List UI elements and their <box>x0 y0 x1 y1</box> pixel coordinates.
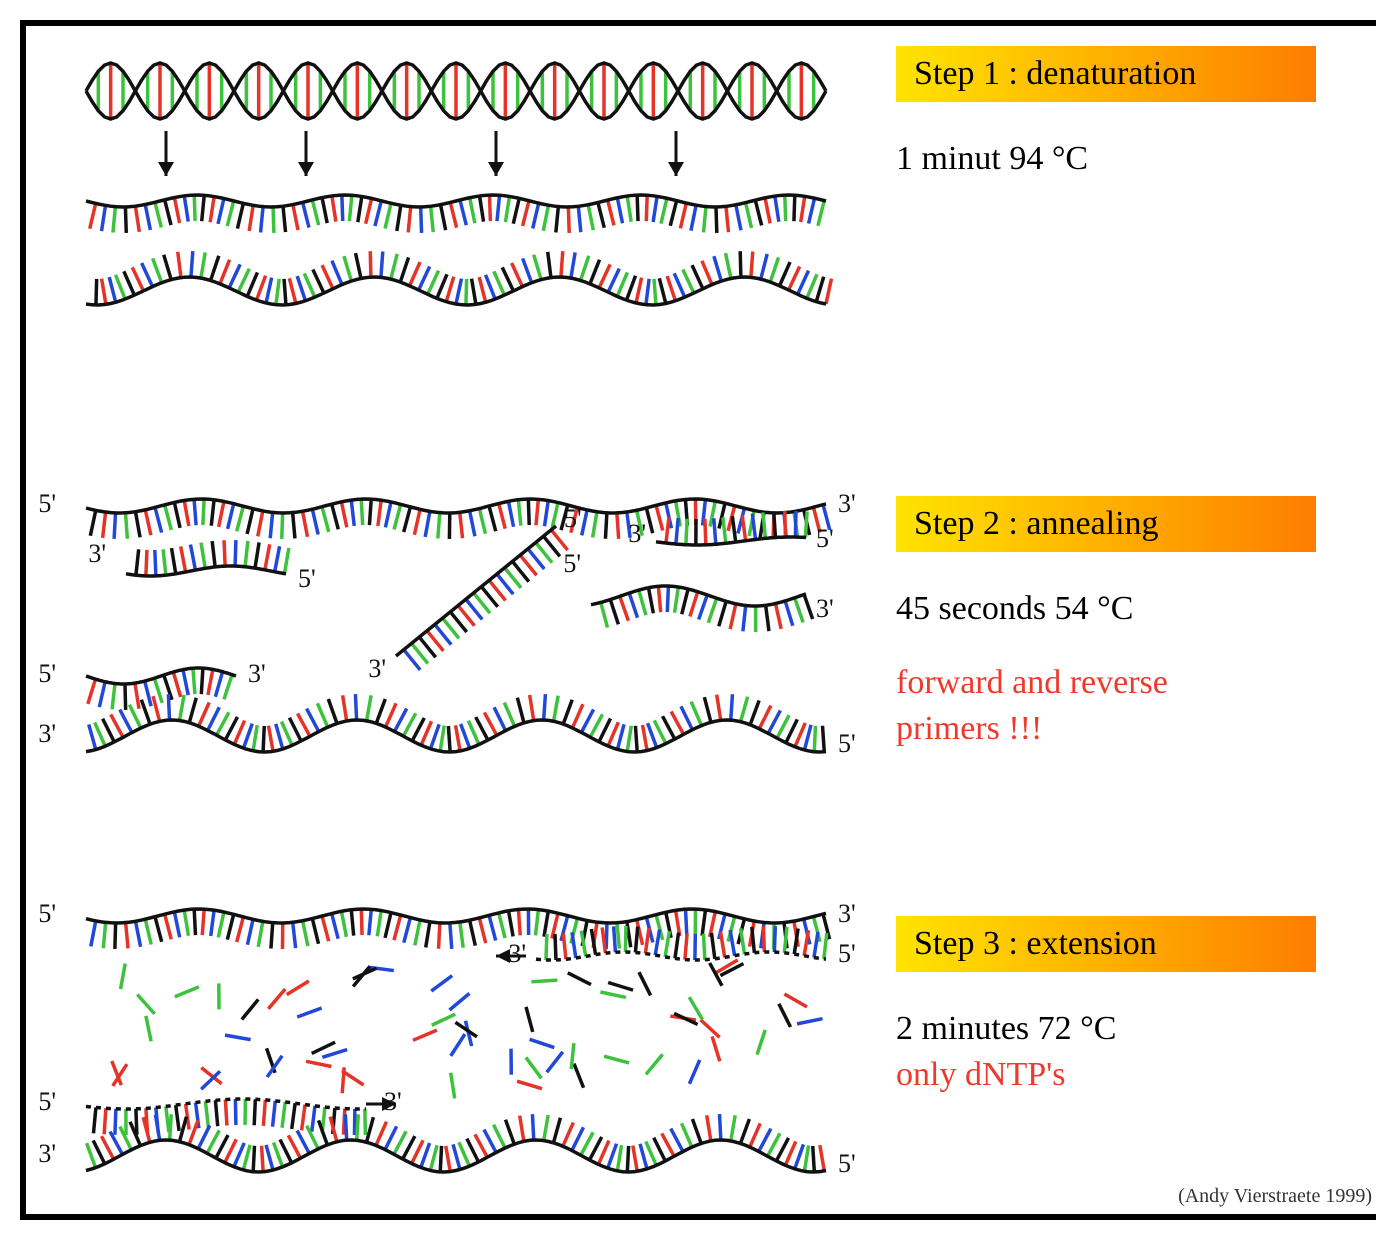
svg-text:3': 3' <box>368 654 386 683</box>
svg-text:5': 5' <box>563 549 581 578</box>
diagram-area: 5'3'3'5'3'5'5'3'3'5'5'3'3'5'5'3'5'3'5'3'… <box>36 36 876 1196</box>
step2-graphic <box>86 499 830 752</box>
step3-legend: Step 3 : extension 2 minutes 72 °C only … <box>896 916 1376 1098</box>
svg-text:5': 5' <box>838 1149 856 1178</box>
step2-header: Step 2 : annealing <box>896 496 1316 552</box>
credit-text: (Andy Vierstraete 1999) <box>1178 1185 1372 1208</box>
step3-detail: 2 minutes 72 °C <box>896 1006 1376 1052</box>
svg-text:3': 3' <box>628 519 646 548</box>
svg-text:5': 5' <box>838 729 856 758</box>
svg-text:5': 5' <box>38 899 56 928</box>
step1-detail: 1 minut 94 °C <box>896 136 1376 182</box>
step3-header: Step 3 : extension <box>896 916 1316 972</box>
step2-em-1: forward and reverse <box>896 660 1376 706</box>
step1-legend: Step 1 : denaturation 1 minut 94 °C <box>896 46 1376 182</box>
step1-header: Step 1 : denaturation <box>896 46 1316 102</box>
svg-text:5': 5' <box>564 504 582 533</box>
step2-em-2: primers !!! <box>896 706 1376 752</box>
svg-text:3': 3' <box>38 719 56 748</box>
svg-text:3': 3' <box>508 939 526 968</box>
svg-text:3': 3' <box>838 489 856 518</box>
svg-text:5': 5' <box>816 524 834 553</box>
step3-em: only dNTP's <box>896 1052 1376 1098</box>
diagram-frame: Step 1 : denaturation 1 minut 94 °C Step… <box>20 20 1376 1220</box>
pcr-diagram-svg: 5'3'3'5'3'5'5'3'3'5'5'3'3'5'5'3'5'3'5'3'… <box>36 36 876 1196</box>
step1-graphic <box>86 63 831 305</box>
svg-text:5': 5' <box>298 564 316 593</box>
step2-detail: 45 seconds 54 °C <box>896 586 1376 632</box>
svg-text:3': 3' <box>88 539 106 568</box>
svg-text:5': 5' <box>38 489 56 518</box>
step2-legend: Step 2 : annealing 45 seconds 54 °C forw… <box>896 496 1376 752</box>
svg-text:5': 5' <box>38 1087 56 1116</box>
svg-text:3': 3' <box>838 899 856 928</box>
svg-text:3': 3' <box>816 594 834 623</box>
svg-text:5': 5' <box>838 939 856 968</box>
svg-text:3': 3' <box>38 1139 56 1168</box>
step3-graphic <box>86 909 830 1172</box>
legend-column: Step 1 : denaturation 1 minut 94 °C Step… <box>896 46 1376 1176</box>
svg-text:3': 3' <box>248 659 266 688</box>
svg-text:5': 5' <box>38 659 56 688</box>
